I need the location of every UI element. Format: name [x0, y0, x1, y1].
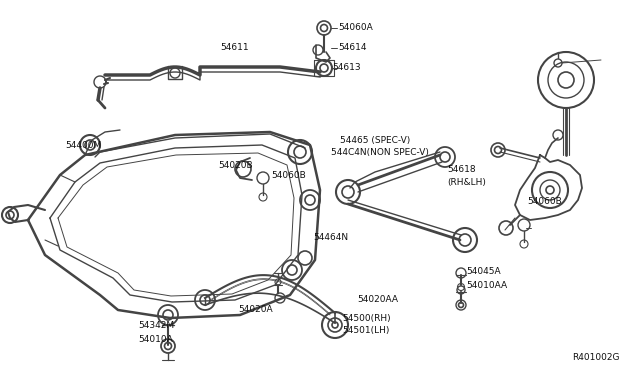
Text: 54611: 54611	[220, 42, 248, 51]
Text: 54342M: 54342M	[138, 321, 174, 330]
Text: 54400M: 54400M	[65, 141, 101, 151]
Text: 54500(RH): 54500(RH)	[342, 314, 390, 323]
Text: R401002G: R401002G	[573, 353, 620, 362]
Text: 54020A: 54020A	[238, 305, 273, 314]
Text: 54618: 54618	[447, 166, 476, 174]
Text: 54010AA: 54010AA	[466, 282, 507, 291]
Text: 54020B: 54020B	[218, 160, 253, 170]
Text: 54614: 54614	[338, 42, 367, 51]
Text: 54020AA: 54020AA	[357, 295, 398, 305]
Text: 54464N: 54464N	[313, 232, 348, 241]
Text: 54060B: 54060B	[527, 198, 562, 206]
Text: 544C4N(NON SPEC-V): 544C4N(NON SPEC-V)	[331, 148, 429, 157]
Text: 54060B: 54060B	[271, 170, 306, 180]
Text: 54060A: 54060A	[338, 23, 372, 32]
Text: 54045A: 54045A	[466, 267, 500, 276]
Text: (RH&LH): (RH&LH)	[447, 179, 486, 187]
Text: 54501(LH): 54501(LH)	[342, 326, 389, 334]
Text: 54613: 54613	[332, 64, 360, 73]
Text: 54465 (SPEC-V): 54465 (SPEC-V)	[340, 135, 410, 144]
Text: 54010A: 54010A	[138, 336, 173, 344]
